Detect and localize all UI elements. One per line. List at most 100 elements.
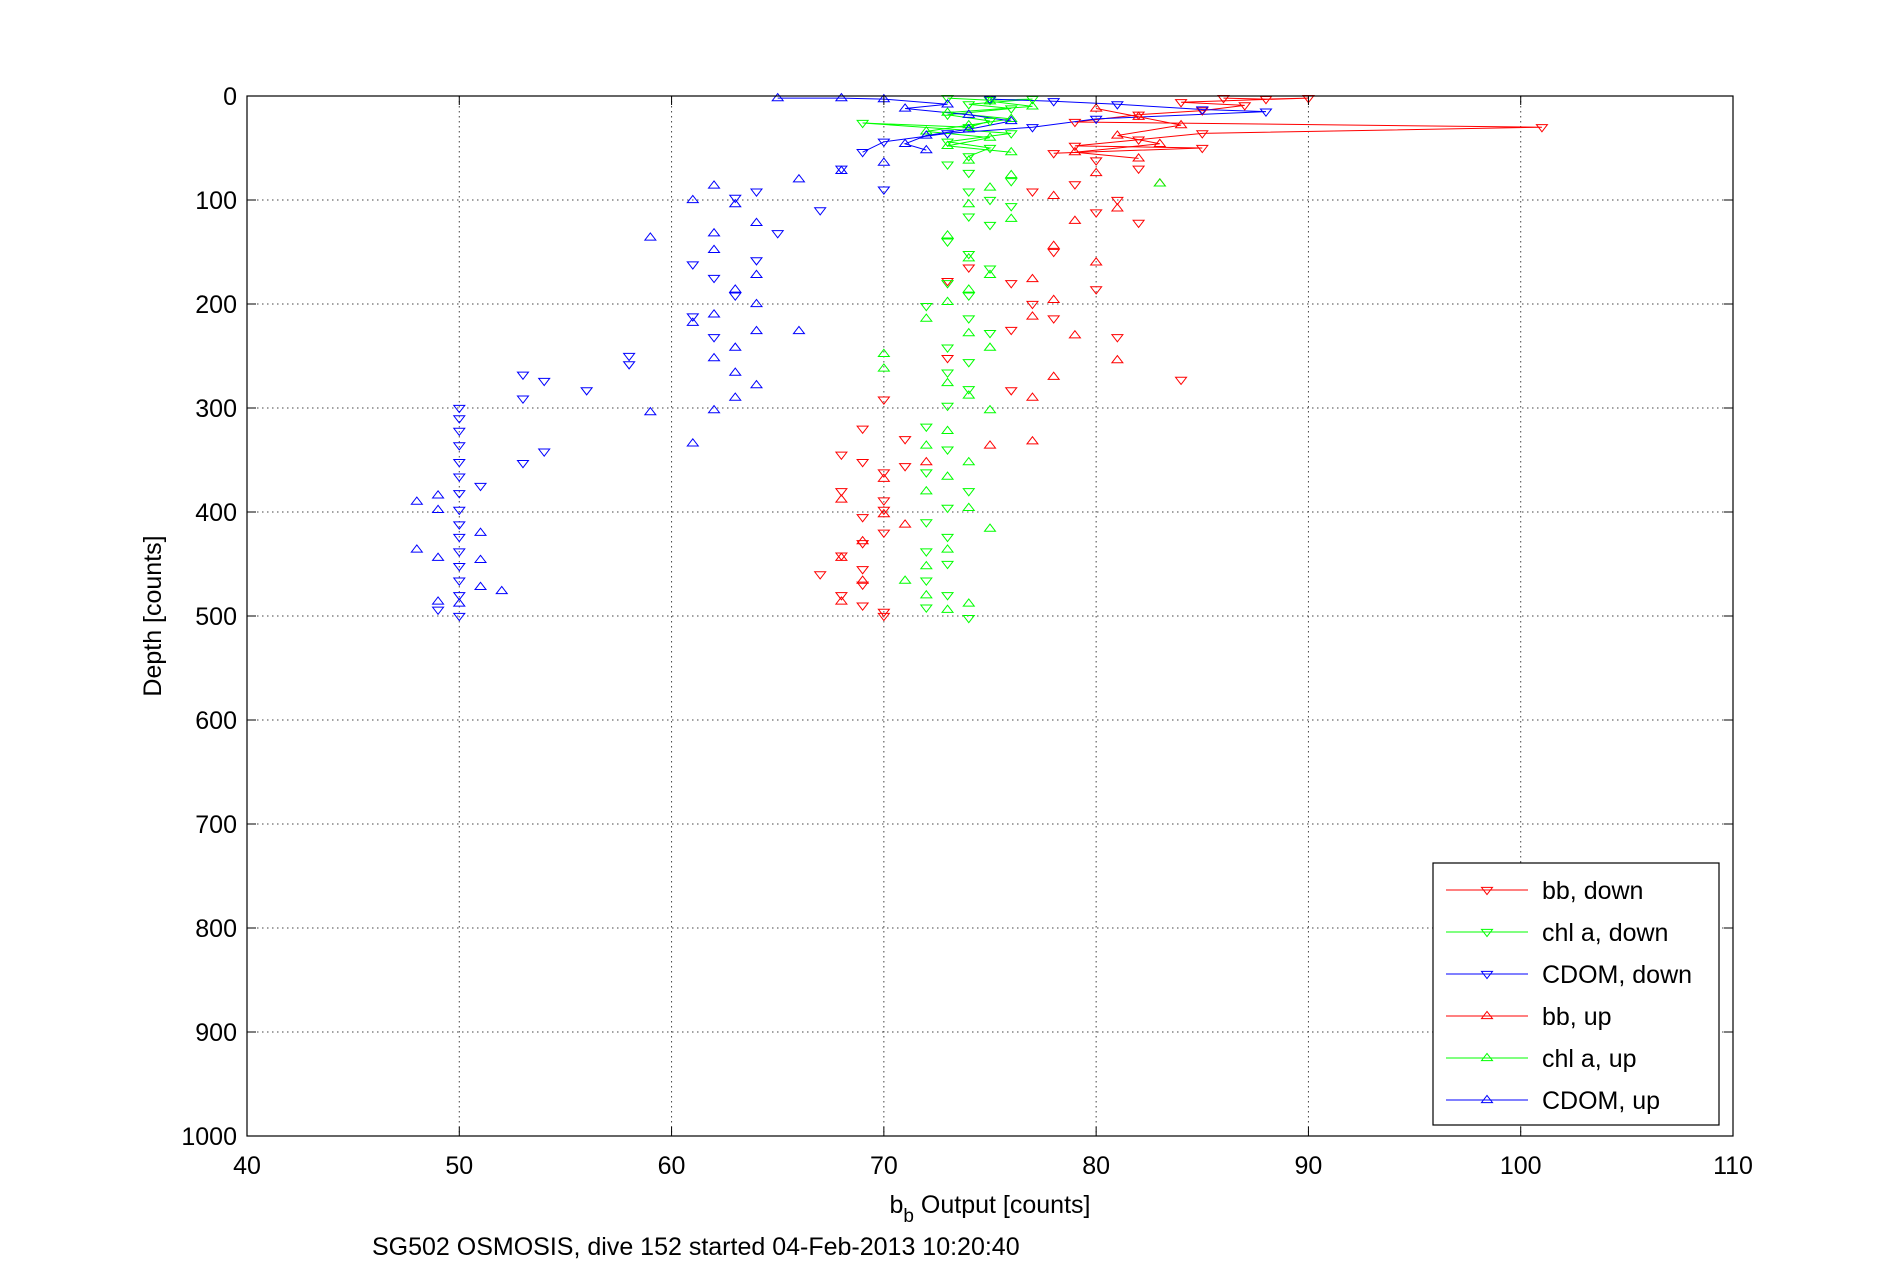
legend-label: bb, down <box>1542 877 1643 905</box>
data-point <box>1047 294 1061 303</box>
data-point <box>686 194 700 204</box>
y-tick-label: 700 <box>195 811 237 839</box>
data-point <box>813 207 827 216</box>
data-point <box>962 213 976 223</box>
data-point <box>919 519 933 528</box>
data-point <box>983 265 997 275</box>
data-point <box>707 352 721 362</box>
data-point <box>919 604 933 614</box>
x-tick-label: 60 <box>658 1152 686 1180</box>
legend-label: CDOM, up <box>1542 1087 1660 1115</box>
data-point <box>877 529 891 539</box>
data-point <box>749 325 763 335</box>
data-point <box>856 119 870 129</box>
data-point <box>1259 108 1273 117</box>
data-point <box>1089 115 1103 125</box>
data-point <box>941 544 955 553</box>
data-point <box>452 473 466 483</box>
data-point <box>728 292 742 302</box>
data-point <box>537 377 551 387</box>
data-point <box>1025 300 1039 310</box>
data-point <box>707 309 721 318</box>
series-lines <box>777 97 1542 159</box>
data-point <box>771 230 785 239</box>
data-point <box>856 581 870 591</box>
data-point <box>856 514 870 523</box>
y-tick-label: 300 <box>195 395 237 423</box>
data-point <box>537 448 551 458</box>
data-point <box>1025 435 1039 445</box>
data-point <box>707 334 721 343</box>
legend-label: bb, up <box>1542 1003 1612 1031</box>
x-axis-label-unit: Output [counts] <box>914 1191 1091 1219</box>
data-point <box>962 188 976 198</box>
data-point <box>834 451 848 461</box>
data-point <box>919 130 933 139</box>
data-point <box>983 221 997 231</box>
data-point <box>898 575 912 584</box>
data-point <box>877 497 891 506</box>
series-line <box>1074 108 1182 159</box>
data-point <box>728 198 742 208</box>
data-point <box>749 188 763 198</box>
data-point <box>813 571 827 580</box>
data-point <box>983 132 997 141</box>
data-point <box>919 560 933 570</box>
data-point <box>431 596 445 605</box>
data-point <box>962 101 976 110</box>
x-axis-label-subscript: b <box>903 1206 914 1227</box>
data-point <box>1004 213 1018 222</box>
data-point <box>452 506 466 516</box>
y-tick-label: 400 <box>195 499 237 527</box>
data-point <box>686 313 700 322</box>
data-point <box>941 560 955 570</box>
data-point <box>1089 167 1103 177</box>
data-point <box>1047 315 1061 324</box>
y-tick-label: 500 <box>195 603 237 631</box>
data-point <box>431 606 445 616</box>
data-point <box>1004 115 1018 125</box>
legend-marker <box>1480 1052 1494 1062</box>
data-point <box>919 313 933 322</box>
data-point <box>962 284 976 293</box>
data-point <box>941 369 955 379</box>
data-point <box>941 344 955 354</box>
data-point <box>856 602 870 611</box>
data-point <box>749 257 763 266</box>
data-point <box>410 496 424 505</box>
data-point <box>452 442 466 451</box>
data-point <box>1068 146 1082 156</box>
data-point <box>962 315 976 324</box>
data-point <box>728 342 742 351</box>
data-point <box>792 325 806 335</box>
data-point <box>941 138 955 148</box>
data-point <box>962 155 976 164</box>
data-point <box>962 390 976 399</box>
data-point <box>962 264 976 273</box>
x-tick-label: 110 <box>1713 1152 1753 1180</box>
data-point <box>962 292 976 302</box>
data-point <box>983 329 997 339</box>
data-point <box>962 456 976 466</box>
legend-marker <box>1480 1010 1494 1020</box>
data-point <box>643 406 657 416</box>
data-point <box>941 402 955 412</box>
y-tick-label: 1000 <box>181 1123 237 1151</box>
data-point <box>983 182 997 191</box>
data-point <box>771 92 785 102</box>
x-tick-label: 90 <box>1295 1152 1323 1180</box>
data-point <box>1174 99 1188 108</box>
data-point <box>452 458 466 468</box>
data-point <box>962 153 976 162</box>
data-point <box>728 284 742 293</box>
data-point <box>452 598 466 607</box>
legend-marker <box>1480 1094 1494 1104</box>
data-point <box>941 280 955 289</box>
data-point <box>919 456 933 466</box>
data-point <box>1004 130 1018 139</box>
data-point <box>1110 334 1124 343</box>
data-point <box>1089 103 1103 112</box>
data-point <box>1025 188 1039 198</box>
data-point <box>962 250 976 260</box>
data-point <box>941 446 955 455</box>
